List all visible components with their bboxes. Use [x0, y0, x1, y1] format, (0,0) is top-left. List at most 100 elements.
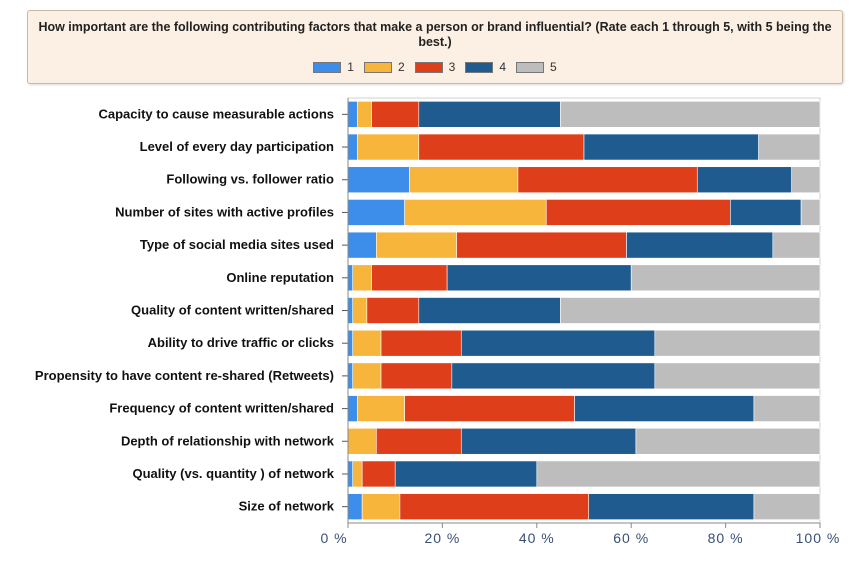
legend-item-4: 4	[465, 60, 506, 74]
category-label: Number of sites with active profiles	[115, 204, 334, 219]
bar-segment	[451, 362, 656, 390]
bar-segment	[376, 231, 457, 259]
legend-item-3: 3	[414, 60, 456, 74]
bar-segment	[347, 297, 354, 324]
category-label: Size of network	[239, 499, 335, 514]
bar-segment	[347, 231, 377, 259]
bar-segment	[456, 231, 627, 259]
bar-segment	[753, 493, 821, 520]
category-label: Type of social media sites used	[140, 237, 334, 252]
bar-segment	[753, 395, 821, 422]
bar-segment	[460, 329, 656, 357]
bar-segment	[758, 133, 821, 161]
bar-segment	[560, 101, 821, 128]
bar-segment	[583, 133, 759, 161]
legend-swatch	[313, 61, 342, 73]
bar-segment	[376, 427, 462, 455]
legend-label: 1	[347, 60, 354, 74]
category-label: Propensity to have content re-shared (Re…	[35, 368, 334, 383]
bar-segment	[347, 427, 377, 455]
bar-segment	[409, 166, 519, 194]
bar-segment	[347, 460, 354, 488]
legend-item-5: 5	[516, 60, 557, 74]
x-tick-label: 0 %	[320, 530, 347, 546]
bar-segment	[654, 329, 821, 357]
bar-segment	[418, 101, 561, 128]
bar-segment	[347, 133, 358, 161]
bar-segment	[347, 493, 363, 520]
legend-swatch	[363, 61, 392, 73]
bar-segment	[347, 362, 354, 390]
category-label: Capacity to cause measurable actions	[98, 106, 334, 121]
bar-segment	[545, 199, 731, 226]
x-tick-label: 60 %	[613, 530, 649, 546]
bar-segment	[347, 101, 358, 128]
bar-segment	[399, 493, 590, 520]
bar-segment	[730, 199, 802, 226]
bar-segment	[404, 395, 575, 422]
bar-segment	[357, 395, 405, 422]
bar-segment	[418, 297, 561, 324]
category-label: Quality of content written/shared	[131, 303, 334, 318]
bar-segment	[352, 329, 382, 357]
bar-segment	[352, 460, 363, 488]
legend-item-2: 2	[363, 60, 405, 74]
bar-segment	[696, 166, 792, 194]
bar-segment	[588, 493, 755, 520]
bar-segment	[371, 101, 420, 128]
bar-segment	[352, 264, 372, 292]
bar-segment	[791, 166, 821, 194]
legend-swatch	[465, 61, 494, 73]
category-label: Online reputation	[226, 270, 334, 285]
bar-segment	[347, 166, 410, 194]
bar-segment	[446, 264, 632, 292]
category-label: Level of every day participation	[140, 139, 334, 154]
bar-segment	[357, 101, 372, 128]
x-tick-label: 80 %	[708, 530, 744, 546]
bar-segment	[380, 329, 462, 357]
bar-segment	[347, 395, 358, 422]
category-label: Quality (vs. quantity ) of network	[132, 466, 334, 481]
bar-segment	[635, 427, 821, 455]
bar-segment	[380, 362, 453, 390]
bar-segment	[630, 264, 821, 292]
legend: 1 2 3 4 5	[28, 60, 842, 74]
bar-segment	[772, 231, 821, 259]
bar-segment	[404, 199, 547, 226]
legend-item-1: 1	[313, 60, 354, 74]
bar-segment	[357, 133, 420, 161]
bar-segment	[347, 264, 354, 292]
bar-segment	[352, 362, 382, 390]
bar-segment	[536, 460, 821, 488]
bar-segment	[654, 362, 821, 390]
chart-title: How important are the following contribu…	[38, 20, 832, 49]
bar-segment	[517, 166, 698, 194]
bar-segment	[560, 297, 821, 324]
legend-label: 4	[499, 60, 507, 74]
bar-segment	[418, 133, 585, 161]
category-label: Depth of relationship with network	[121, 433, 335, 448]
bar-segment	[371, 264, 448, 292]
bar-segment	[800, 199, 821, 226]
bar-segment	[361, 460, 396, 488]
legend-swatch	[414, 61, 443, 73]
x-tick-label: 20 %	[424, 530, 460, 546]
legend-swatch	[516, 61, 545, 73]
bar-segment	[347, 199, 405, 226]
legend-label: 3	[448, 60, 456, 74]
x-tick-label: 40 %	[519, 530, 555, 546]
category-label: Frequency of content written/shared	[109, 401, 334, 416]
bar-segment	[460, 427, 637, 455]
bar-segment	[347, 329, 354, 357]
category-label: Following vs. follower ratio	[166, 172, 334, 187]
bar-segment	[366, 297, 420, 324]
bar-segment	[394, 460, 538, 488]
x-tick-label: 100 %	[796, 530, 841, 546]
category-label: Ability to drive traffic or clicks	[148, 335, 334, 350]
bar-segment	[352, 297, 368, 324]
legend-label: 2	[397, 60, 405, 74]
bar-segment	[574, 395, 755, 422]
legend-label: 5	[550, 60, 557, 74]
bar-segment	[361, 493, 401, 520]
